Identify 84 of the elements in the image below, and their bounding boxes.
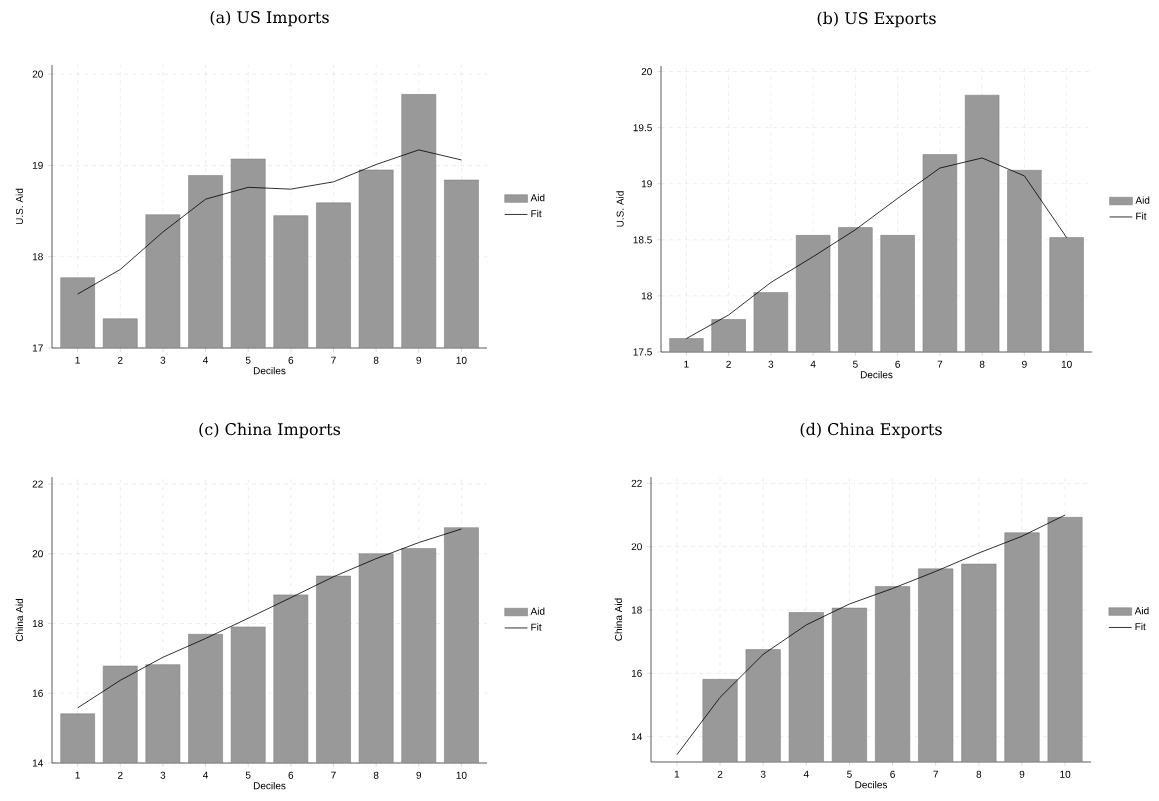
y-tick-label: 18 (32, 253, 43, 261)
x-tick-label: 1 (75, 356, 80, 364)
x-tick-label: 9 (1022, 360, 1027, 368)
x-tick-label: 5 (853, 360, 858, 368)
x-tick-label: 5 (245, 771, 251, 779)
y-axis-title: U.S. Aid (616, 191, 624, 227)
line-series (77, 528, 462, 709)
x-tick-label: 7 (937, 360, 943, 368)
legend-label: Aid (530, 193, 545, 202)
x-tick-label: 6 (288, 771, 294, 779)
y-tick-label: 17.5 (633, 348, 652, 356)
chart-title: (c) China Imports (199, 422, 341, 439)
x-axis-title: Deciles (253, 366, 286, 375)
x-tick-label: 3 (160, 771, 166, 779)
x-tick-label: 7 (331, 356, 336, 364)
y-tick-label: 20 (32, 70, 43, 78)
legend-label: Aid (1135, 196, 1150, 204)
x-tick-label: 10 (456, 356, 467, 364)
x-tick-label: 7 (933, 770, 938, 778)
y-tick-label: 16 (32, 689, 43, 697)
legend-label: Aid (1134, 606, 1149, 615)
x-tick-label: 2 (717, 770, 723, 778)
y-tick-label: 14 (631, 733, 642, 741)
y-axis-title: China Aid (15, 598, 24, 642)
x-tick-label: 6 (288, 356, 294, 364)
y-axis-title: U.S. Aid (15, 188, 24, 225)
legend-label: Fit (1136, 212, 1147, 220)
line-series (676, 514, 1066, 756)
y-tick-label: 19 (32, 161, 43, 169)
y-tick-label: 17 (32, 344, 43, 352)
x-tick-label: 9 (1019, 770, 1025, 778)
x-axis-title: Deciles (253, 781, 286, 790)
x-tick-label: 9 (416, 356, 422, 364)
y-tick-label: 18 (631, 606, 642, 614)
chart-title: (d) China Exports (800, 422, 942, 439)
x-tick-label: 2 (726, 360, 731, 368)
x-axis-title: Deciles (855, 780, 888, 789)
x-tick-label: 4 (810, 360, 816, 368)
x-tick-label: 9 (416, 771, 422, 779)
y-tick-label: 20 (32, 550, 43, 558)
x-tick-label: 4 (202, 771, 209, 779)
legend-label: Fit (1135, 622, 1146, 631)
x-tick-label: 3 (160, 356, 166, 364)
y-tick-label: 18 (641, 292, 652, 300)
line-series (77, 149, 462, 295)
x-tick-label: 2 (117, 771, 123, 779)
x-tick-label: 8 (373, 771, 379, 779)
x-tick-label: 4 (803, 770, 809, 778)
x-tick-label: 2 (117, 356, 123, 364)
line-series (685, 157, 1068, 339)
chart-title: (b) US Exports (817, 11, 936, 28)
x-tick-label: 8 (979, 360, 985, 368)
x-tick-label: 3 (760, 770, 766, 778)
legend-label: Fit (531, 209, 542, 218)
y-tick-label: 19.5 (633, 124, 652, 132)
y-tick-label: 19 (641, 180, 652, 188)
y-tick-label: 20 (631, 543, 642, 551)
x-tick-label: 3 (768, 360, 774, 368)
x-tick-label: 6 (890, 770, 895, 778)
legend-label: Aid (530, 607, 545, 615)
y-tick-label: 20 (641, 68, 652, 76)
x-tick-label: 10 (456, 771, 467, 779)
y-tick-label: 16 (631, 669, 642, 677)
x-tick-label: 8 (373, 356, 379, 364)
x-tick-label: 7 (331, 771, 336, 779)
x-tick-label: 8 (976, 770, 982, 778)
y-tick-label: 22 (631, 479, 642, 487)
x-tick-label: 1 (684, 360, 689, 368)
x-tick-label: 5 (847, 770, 852, 778)
x-tick-label: 1 (674, 770, 680, 778)
x-tick-label: 5 (245, 356, 251, 364)
x-tick-label: 10 (1060, 770, 1071, 778)
x-axis-title: Deciles (860, 370, 893, 379)
x-tick-label: 1 (75, 771, 80, 779)
y-tick-label: 18 (32, 619, 43, 628)
y-tick-label: 22 (32, 480, 43, 488)
legend-label: Fit (531, 623, 542, 631)
chart-title: (a) US Imports (210, 10, 329, 27)
y-axis-title: China Aid (614, 598, 623, 641)
x-tick-label: 4 (202, 356, 209, 364)
y-tick-label: 14 (32, 759, 43, 767)
x-tick-label: 6 (895, 360, 900, 368)
x-tick-label: 10 (1061, 360, 1072, 368)
y-tick-label: 18.5 (633, 236, 652, 244)
